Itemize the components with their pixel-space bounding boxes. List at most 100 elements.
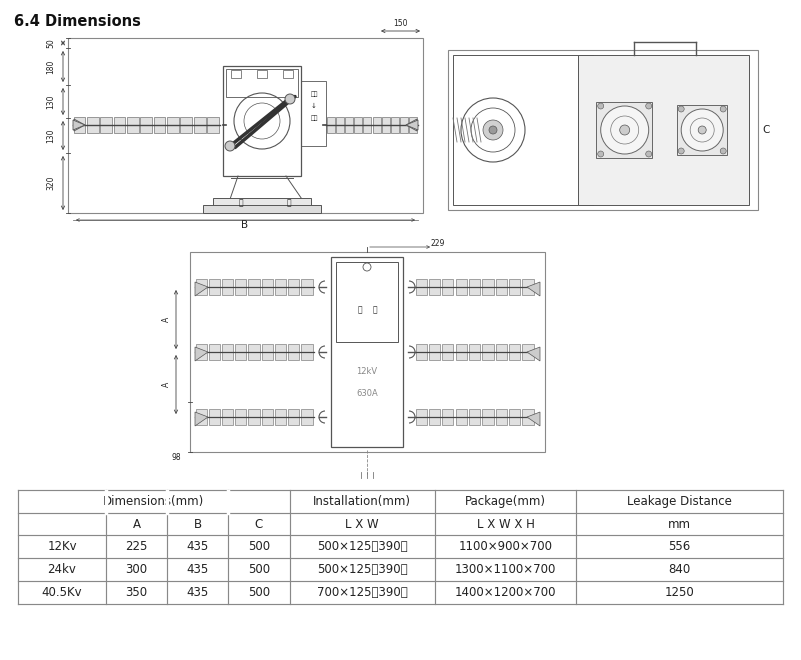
Text: A: A — [162, 317, 171, 322]
Polygon shape — [527, 412, 540, 426]
Bar — [275, 409, 286, 425]
Bar — [180, 117, 192, 133]
Text: B: B — [194, 517, 202, 531]
Text: 1300×1100×700: 1300×1100×700 — [455, 563, 557, 576]
Bar — [469, 409, 480, 425]
Text: 12kV: 12kV — [356, 366, 377, 376]
Circle shape — [646, 103, 652, 109]
Circle shape — [285, 94, 295, 104]
Circle shape — [601, 106, 649, 154]
Bar — [288, 344, 300, 360]
Bar — [154, 117, 166, 133]
Bar — [195, 344, 207, 360]
Text: A: A — [162, 382, 171, 387]
Bar — [336, 262, 398, 342]
Bar — [231, 70, 241, 78]
Bar — [496, 344, 507, 360]
Circle shape — [483, 120, 503, 140]
Text: 闭锁: 闭锁 — [310, 115, 318, 121]
Text: C: C — [255, 517, 263, 531]
Text: 840: 840 — [669, 563, 690, 576]
Text: 150: 150 — [393, 18, 408, 28]
Bar — [331, 257, 403, 447]
Bar — [482, 344, 493, 360]
Bar — [68, 38, 423, 213]
Text: 98: 98 — [171, 453, 181, 463]
Text: 50: 50 — [46, 38, 55, 48]
Text: 435: 435 — [187, 586, 209, 599]
Polygon shape — [527, 347, 540, 361]
Bar — [400, 117, 409, 133]
Bar — [453, 55, 593, 205]
Text: 6.4 Dimensions: 6.4 Dimensions — [14, 14, 141, 29]
Bar — [209, 409, 220, 425]
Polygon shape — [406, 119, 417, 131]
Bar — [409, 117, 417, 133]
Text: 分: 分 — [372, 306, 377, 315]
Bar — [482, 279, 493, 295]
Polygon shape — [74, 119, 85, 131]
Bar — [354, 117, 362, 133]
Text: 350: 350 — [126, 586, 147, 599]
Text: C: C — [763, 125, 770, 135]
Bar — [248, 409, 260, 425]
Bar — [235, 344, 247, 360]
Bar — [203, 205, 321, 213]
Bar — [235, 409, 247, 425]
Bar — [391, 117, 399, 133]
Bar — [194, 117, 206, 133]
Bar — [223, 66, 301, 176]
Bar — [257, 70, 267, 78]
Bar — [509, 409, 520, 425]
Bar — [207, 117, 219, 133]
Bar — [167, 117, 179, 133]
Bar — [262, 344, 273, 360]
Text: L X W X H: L X W X H — [477, 517, 534, 531]
Polygon shape — [527, 282, 540, 296]
Bar — [578, 55, 749, 205]
Text: mm: mm — [668, 517, 691, 531]
Bar — [482, 409, 493, 425]
Bar — [327, 117, 335, 133]
Bar — [140, 117, 152, 133]
Text: 229: 229 — [431, 240, 445, 249]
Bar — [345, 117, 353, 133]
Bar — [74, 117, 85, 133]
Bar — [248, 279, 260, 295]
Circle shape — [698, 126, 706, 134]
Circle shape — [678, 148, 684, 154]
Bar — [372, 117, 380, 133]
Bar — [416, 409, 427, 425]
Bar — [336, 117, 344, 133]
Text: 435: 435 — [187, 540, 209, 553]
Text: 分: 分 — [287, 199, 292, 207]
Bar — [222, 279, 233, 295]
Circle shape — [620, 125, 630, 135]
Text: Dimensions(mm): Dimensions(mm) — [103, 495, 204, 508]
Polygon shape — [406, 120, 418, 130]
Polygon shape — [195, 412, 208, 426]
Text: 合: 合 — [239, 199, 244, 207]
Bar — [456, 409, 467, 425]
Text: 500: 500 — [248, 540, 270, 553]
Bar — [382, 117, 390, 133]
Bar — [127, 117, 139, 133]
Bar — [248, 344, 260, 360]
Text: 130: 130 — [46, 128, 55, 143]
Circle shape — [720, 106, 727, 112]
Bar — [596, 102, 652, 158]
Bar — [100, 117, 112, 133]
Bar — [496, 409, 507, 425]
Text: 130: 130 — [46, 94, 55, 109]
Text: Package(mm): Package(mm) — [465, 495, 546, 508]
Text: 24kv: 24kv — [47, 563, 76, 576]
Bar — [522, 409, 533, 425]
Bar — [456, 279, 467, 295]
Circle shape — [598, 103, 604, 109]
Bar — [442, 344, 453, 360]
Text: 500: 500 — [248, 563, 270, 576]
Text: 225: 225 — [126, 540, 147, 553]
Bar — [522, 279, 533, 295]
Bar — [677, 105, 727, 155]
Circle shape — [678, 106, 684, 112]
